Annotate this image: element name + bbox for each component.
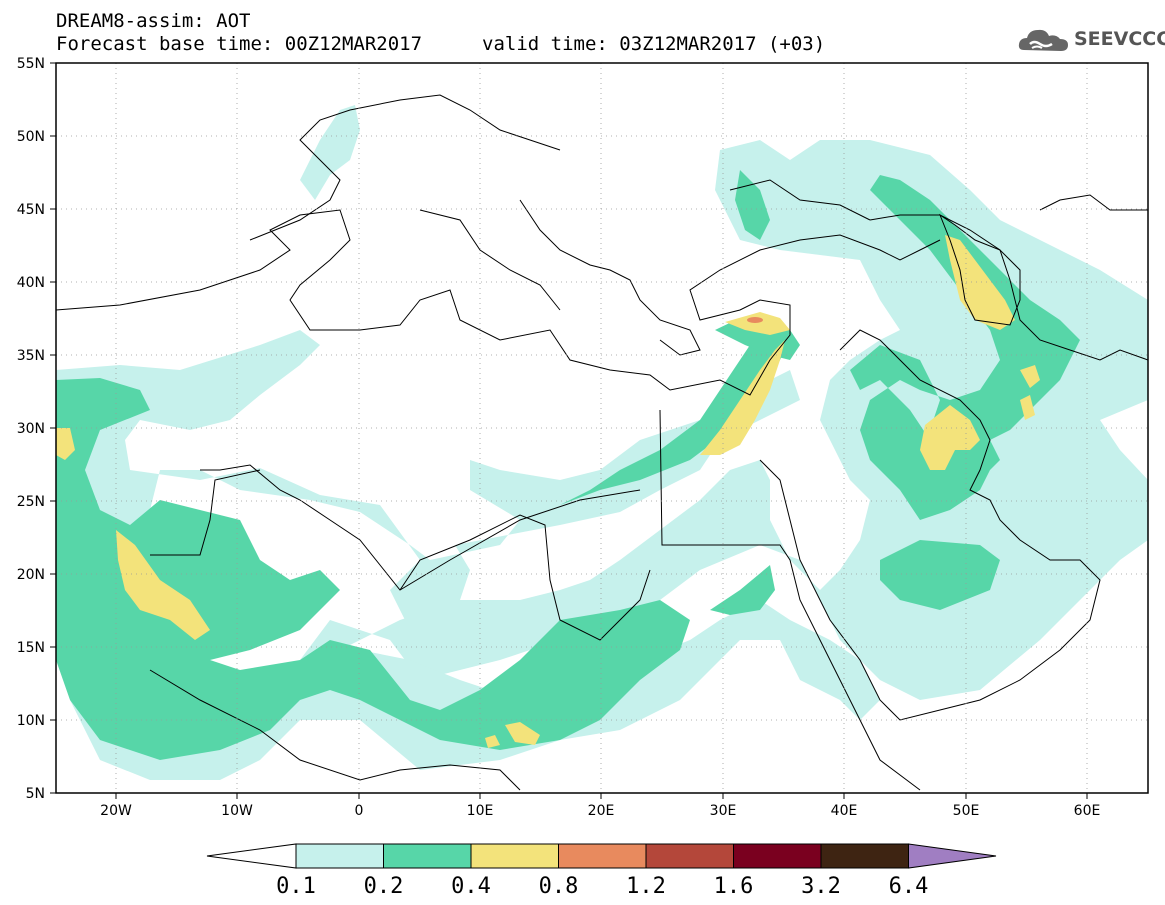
gridlines (56, 63, 1148, 793)
lat-label: 55N (17, 56, 45, 72)
lat-label: 45N (17, 202, 45, 218)
lat-label: 30N (17, 421, 45, 437)
lon-label: 30E (710, 803, 737, 819)
cloud-icon (1018, 29, 1068, 51)
colorbar-label: 6.4 (889, 874, 929, 899)
colorbar-swatch (470, 843, 559, 869)
longitude-labels: 20W 10W 0 10E 20E 30E 40E 50E 60E (100, 803, 1100, 819)
colorbar-label: 3.2 (801, 874, 841, 899)
lat-label: 10N (17, 713, 45, 729)
latitude-labels: 55N 50N 45N 40N 35N 30N 25N 20N 15N 10N … (17, 56, 45, 802)
lon-label: 50E (953, 803, 980, 819)
colorbar-low-arrow (206, 843, 297, 869)
colorbar: 0.1 0.2 0.4 0.8 1.2 1.6 3.2 6.4 (206, 843, 997, 899)
map-title: DREAM8-assim: AOT (56, 10, 251, 32)
aot-band-0.2-0.4 (56, 170, 1080, 760)
colorbar-label: 0.8 (539, 874, 579, 899)
lon-label: 20E (588, 803, 615, 819)
aot-field (56, 105, 1148, 780)
colorbar-label: 0.1 (276, 874, 316, 899)
forecast-base-time: Forecast base time: 00Z12MAR2017 (56, 33, 423, 55)
valid-time: valid time: 03Z12MAR2017 (+03) (482, 33, 826, 55)
lon-label: 10W (221, 803, 253, 819)
coastlines (56, 94, 1148, 791)
colorbar-swatch (295, 843, 384, 869)
logo-text: SEEVCCC (1074, 28, 1165, 50)
colorbar-swatch (383, 843, 472, 869)
colorbar-label: 1.2 (626, 874, 666, 899)
aot-band-0.4-0.8 (56, 235, 1040, 748)
tick-marks (50, 62, 1088, 799)
lon-label: 20W (100, 803, 132, 819)
colorbar-swatch (645, 843, 734, 869)
colorbar-high-arrow (908, 843, 997, 869)
lon-label: 40E (831, 803, 858, 819)
lat-label: 15N (17, 640, 45, 656)
lat-label: 25N (17, 494, 45, 510)
lon-label: 0 (355, 803, 364, 819)
lon-label: 10E (467, 803, 494, 819)
lon-label: 60E (1074, 803, 1101, 819)
colorbar-swatch (733, 843, 822, 869)
colorbar-swatch (558, 843, 647, 869)
lat-label: 40N (17, 275, 45, 291)
lat-label: 35N (17, 348, 45, 364)
colorbar-label: 0.4 (451, 874, 491, 899)
aot-band-0.8-1.2 (747, 317, 763, 323)
colorbar-swatch (820, 843, 909, 869)
seevccc-logo: SEEVCCC (1018, 24, 1165, 58)
lat-label: 50N (17, 129, 45, 145)
colorbar-label: 1.6 (714, 874, 754, 899)
lat-label: 20N (17, 567, 45, 583)
colorbar-label: 0.2 (364, 874, 404, 899)
lat-label: 5N (26, 786, 45, 802)
